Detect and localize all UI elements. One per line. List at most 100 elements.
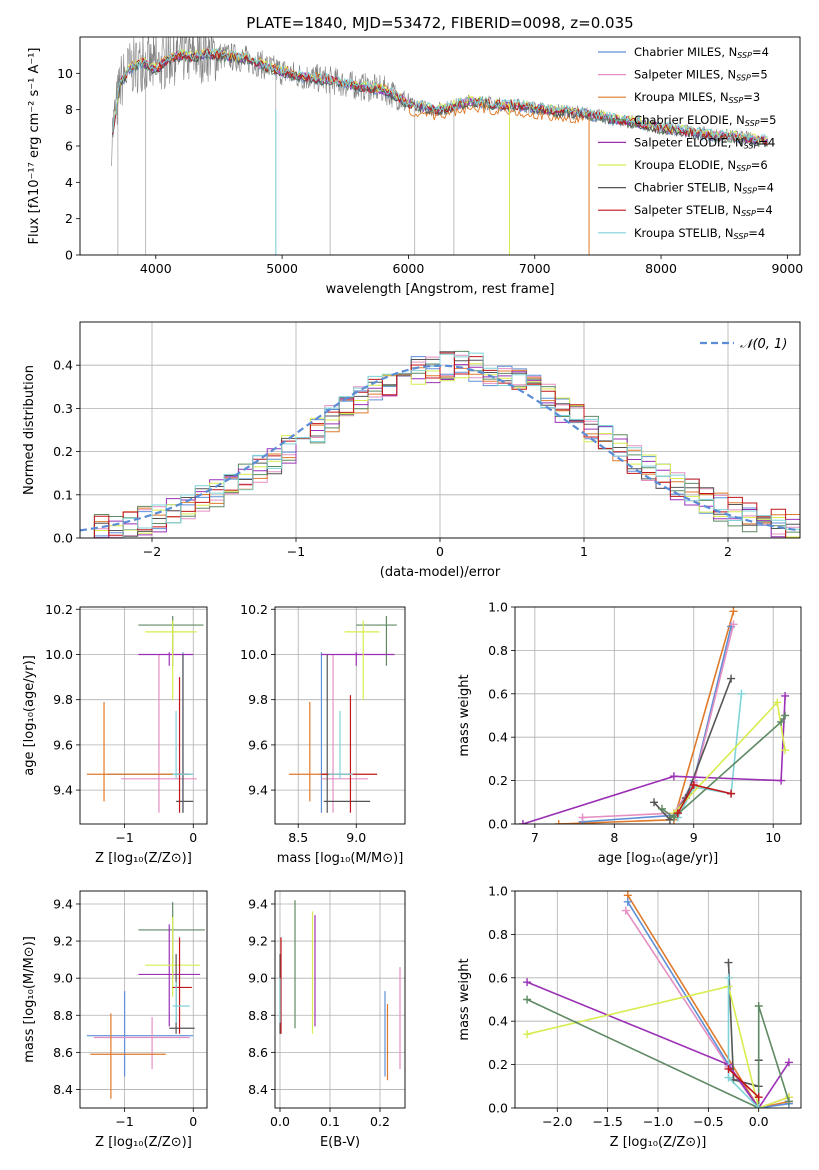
error-bar-point (86, 701, 180, 802)
x-tick-label: 0.0 (270, 1114, 290, 1129)
y-tick-label: 8 (65, 102, 73, 117)
legend-value: =4 (748, 226, 765, 240)
error-bar-point (323, 654, 371, 813)
legend-label: Kroupa STELIB, N (634, 226, 734, 240)
y-tick-label: 9.8 (248, 692, 268, 707)
x-tick-label: 5000 (266, 261, 298, 276)
mass-weight-vs-Z-chart: −2.0 −1.5 −1.0 −0.5 0.0 0.0 0.2 0.4 0.6 0.8 1.0 Z [… (457, 884, 802, 1150)
legend-entry: Kroupa MILES, NSSP=3 (634, 90, 760, 105)
mass-weight-series (526, 985, 790, 1108)
x-axis-label: E(B-V) (320, 1135, 360, 1150)
model-spectrum (112, 48, 769, 146)
legend-label: Chabrier ELODIE, N (634, 113, 745, 127)
mass-weight-series (673, 700, 786, 814)
mass-weight-series (558, 611, 735, 824)
plus-marker (781, 746, 790, 755)
error-bar-point (145, 620, 197, 700)
axes-frame (79, 606, 208, 825)
legend-entry: Chabrier MILES, NSSP=4 (634, 45, 769, 60)
y-tick-label: 9.4 (53, 783, 73, 798)
legend-value: =5 (760, 113, 777, 127)
plus-marker (724, 958, 733, 967)
mass-weight-series (526, 981, 790, 1108)
plus-marker (673, 809, 682, 818)
x-tick-label: 8 (610, 830, 618, 845)
error-bar-point (121, 654, 197, 813)
legend-label: Salpeter ELODIE, N (634, 135, 744, 149)
y-tick-label: 9.2 (53, 934, 73, 949)
plot-area (288, 616, 397, 813)
x-axis-label: age [log₁₀(age/yr)] (598, 851, 719, 866)
spectrum-chart: 4000 5000 6000 7000 8000 9000 0 2 4 6 8 10 wavelengt… (27, 14, 803, 297)
plus-marker (724, 1064, 733, 1073)
y-axis-label: Flux [fλ10⁻¹⁷ erg cm⁻² s⁻¹ A⁻¹] (27, 48, 42, 245)
y-tick-label: 9.6 (248, 737, 268, 752)
error-bar-point (86, 991, 194, 1077)
error-bar-point (138, 616, 204, 666)
legend-subscript: SSP (741, 209, 756, 218)
y-tick-label: 10 (57, 66, 73, 81)
legend-subscript: SSP (737, 51, 752, 60)
y-tick-label: 0 (65, 248, 73, 263)
legend-subscript: SSP (734, 232, 749, 241)
legend-subscript: SSP (742, 187, 757, 196)
legend-label: Kroupa MILES, N (634, 90, 729, 104)
y-tick-label: 0.6 (488, 970, 508, 985)
y-tick-label: 10.0 (45, 647, 73, 662)
plus-marker (689, 780, 698, 789)
y-tick-label: 8.8 (248, 1008, 268, 1023)
y-tick-label: 8.4 (248, 1082, 268, 1097)
x-tick-label: 7 (531, 830, 539, 845)
mass-weight-series (653, 678, 732, 821)
axes-frame (79, 321, 801, 539)
plus-marker (784, 1097, 793, 1106)
legend-value: =4 (757, 181, 774, 195)
y-tick-label: 0.2 (488, 773, 508, 788)
plus-marker (784, 1058, 793, 1067)
plot-area (80, 350, 800, 538)
y-tick-label: 0.0 (488, 817, 508, 832)
y-tick-label: 1.0 (488, 884, 508, 899)
y-axis-label: mass weight (457, 958, 472, 1040)
plot-area (523, 891, 793, 1108)
plus-marker (523, 995, 532, 1004)
y-tick-label: 9.4 (248, 896, 268, 911)
y-tick-label: 8.6 (248, 1045, 268, 1060)
plus-marker (554, 820, 563, 824)
error-bar-point (321, 652, 395, 666)
error-bar-point (288, 701, 334, 802)
x-tick-label: −2.0 (542, 1114, 572, 1129)
gaussian-reference-curve (80, 364, 800, 532)
x-tick-label: −2 (143, 544, 161, 559)
y-tick-label: 0.2 (53, 444, 73, 459)
legend-entry: Chabrier ELODIE, NSSP=5 (634, 113, 776, 128)
plus-marker (777, 718, 786, 727)
plus-marker (657, 804, 666, 813)
y-tick-label: 1.0 (488, 600, 508, 615)
y-tick-label: 0.1 (53, 487, 73, 502)
legend: 𝒩(0, 1) (700, 337, 787, 352)
plus-marker (578, 813, 587, 822)
y-tick-label: 0.8 (488, 927, 508, 942)
y-tick-label: 0.0 (488, 1101, 508, 1116)
x-tick-label: 6000 (393, 261, 425, 276)
legend-value: =3 (743, 90, 760, 104)
error-bar-point (172, 710, 194, 779)
legend-value: =4 (758, 135, 775, 149)
axes-frame (79, 36, 801, 256)
plus-marker (724, 1073, 733, 1082)
error-bar-point (321, 654, 368, 813)
plus-marker (729, 607, 738, 616)
plot-area (111, 37, 769, 255)
x-tick-label: −1 (287, 544, 305, 559)
plus-marker (669, 772, 678, 781)
x-tick-label: 8000 (645, 261, 677, 276)
y-tick-label: 9.0 (53, 971, 73, 986)
error-bar-point (145, 916, 201, 997)
axes-frame (274, 606, 406, 825)
error-bar-point (138, 924, 201, 1027)
legend-label: Chabrier STELIB, N (634, 181, 742, 195)
legend-label: Chabrier MILES, N (634, 45, 737, 59)
axes-frame (274, 890, 406, 1109)
